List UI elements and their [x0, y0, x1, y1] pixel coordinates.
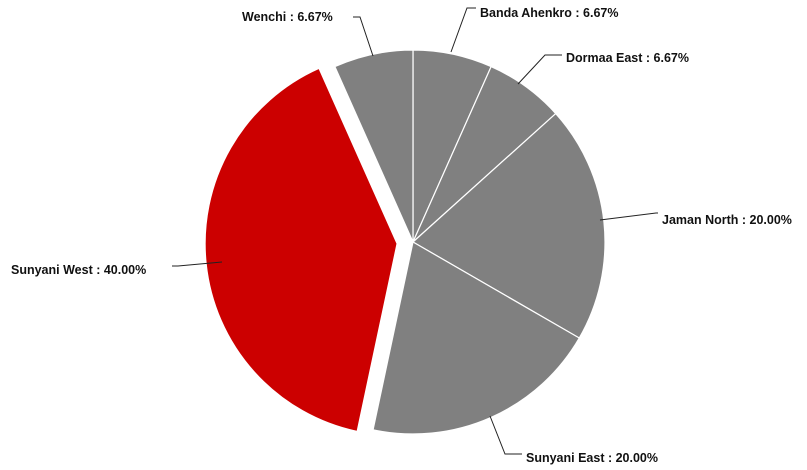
label-jaman-north: Jaman North : 20.00%: [662, 213, 792, 227]
pie-labels: Banda Ahenkro : 6.67% Dormaa East : 6.67…: [11, 6, 792, 465]
pie-slices: [204, 49, 606, 435]
label-banda-ahenkro: Banda Ahenkro : 6.67%: [480, 6, 618, 20]
label-wenchi: Wenchi : 6.67%: [242, 10, 333, 24]
leader-sunyani-west: [172, 261, 223, 267]
label-sunyani-west: Sunyani West : 40.00%: [11, 263, 146, 277]
label-sunyani-east: Sunyani East : 20.00%: [526, 451, 658, 465]
leader-wenchi: [353, 16, 374, 57]
leader-sunyani-east: [489, 415, 522, 455]
pie-slice-wenchi: [334, 49, 414, 243]
leader-dormaa-east: [517, 54, 562, 85]
leader-jaman-north: [599, 212, 658, 221]
pie-slice-jaman-north: [411, 112, 606, 339]
leader-banda-ahenkro: [450, 7, 476, 53]
label-dormaa-east: Dormaa East : 6.67%: [566, 51, 689, 65]
